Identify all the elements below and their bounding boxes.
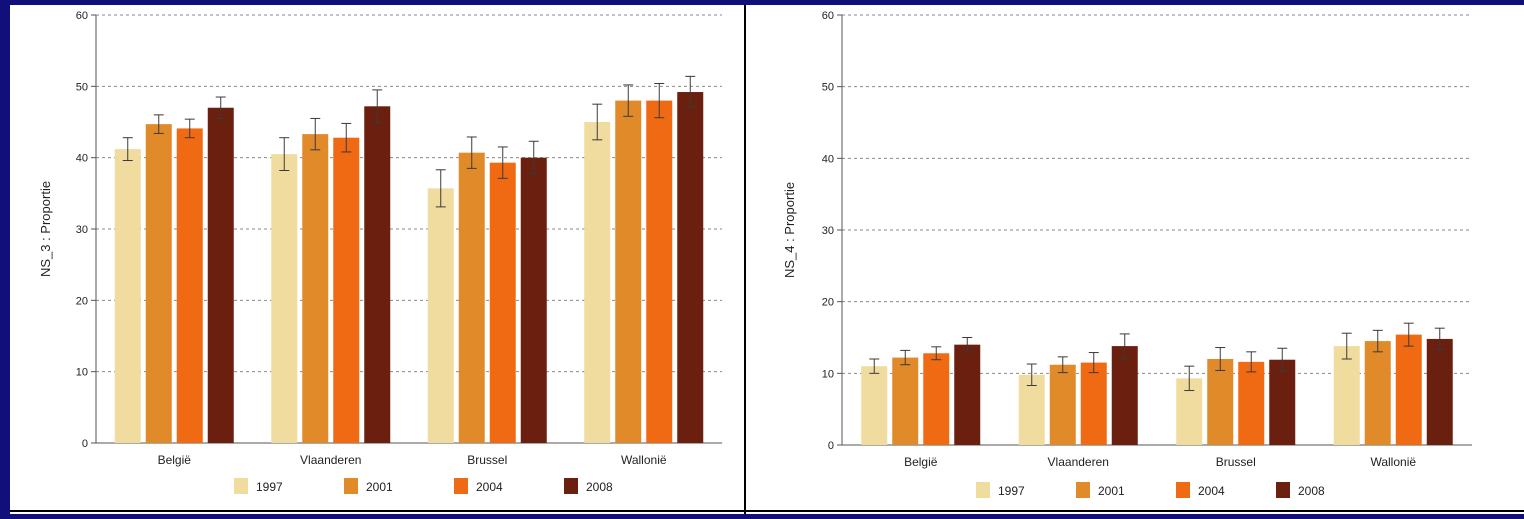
chart2-legend-label: 2008 (1298, 484, 1325, 498)
chart1-ylabel: NS_3 : Proportie (38, 181, 53, 277)
chart1-legend-label: 2008 (586, 480, 613, 494)
chart2-legend-swatch (1076, 482, 1090, 498)
chart2-bar (923, 353, 950, 445)
chart2-category-label: Brussel (1216, 455, 1256, 469)
chart1-legend-swatch (344, 478, 358, 494)
chart1-ytick-label: 40 (76, 153, 88, 165)
chart1-ytick-label: 60 (76, 10, 88, 22)
chart2-bar (1269, 359, 1296, 445)
chart2-ytick-label: 60 (822, 10, 834, 22)
chart2-category-label: België (904, 455, 938, 469)
chart1-legend-label: 2001 (366, 480, 393, 494)
chart2-legend-label: 2004 (1198, 484, 1225, 498)
chart1-bar (584, 122, 611, 443)
chart2-legend-label: 1997 (998, 484, 1025, 498)
chart1-bar (364, 106, 391, 443)
chart1-category-label: Brussel (467, 453, 507, 467)
chart2-bar (954, 344, 981, 445)
panel-divider (744, 5, 746, 514)
chart2-bar (1333, 346, 1360, 445)
chart1-legend-swatch (234, 478, 248, 494)
chart1-bar (302, 134, 329, 444)
chart2-ytick-label: 0 (828, 440, 834, 452)
chart1-legend-swatch (564, 478, 578, 494)
chart-ns4: 0 10 20 30 40 50 60 NS_4 : Proportie België Vlaan… (782, 10, 1472, 498)
chart2-ytick-label: 40 (822, 153, 834, 165)
chart1-legend-swatch (454, 478, 468, 494)
chart1-ytick-label: 20 (76, 295, 88, 307)
chart2-legend-swatch (1276, 482, 1290, 498)
chart2-bar (1238, 361, 1265, 445)
chart1-ytick-label: 0 (82, 438, 88, 450)
chart1-bar (114, 149, 141, 443)
chart2-ytick-label: 50 (822, 82, 834, 94)
chart1-bar (271, 154, 298, 443)
chart2-bar (861, 366, 888, 445)
chart2-bar (1364, 341, 1391, 445)
chart2-bar (1049, 364, 1076, 445)
chart2-bar (1111, 346, 1138, 445)
chart2-bar (1395, 334, 1422, 445)
chart1-ytick-label: 30 (76, 224, 88, 236)
chart1-bar (520, 157, 547, 443)
chart-panel: 0 10 20 30 40 50 60 NS_3 : Proportie België Vlaan… (10, 5, 1524, 514)
bottom-rule (10, 510, 1524, 512)
chart2-bar (1080, 362, 1107, 445)
chart2-ytick-label: 10 (822, 368, 834, 380)
chart2-ytick-label: 30 (822, 225, 834, 237)
chart1-bar (489, 162, 516, 443)
chart1-bar (207, 107, 234, 443)
chart1-bar (333, 137, 360, 443)
chart2-legend-swatch (976, 482, 990, 498)
chart1-bar (677, 92, 704, 443)
chart1-category-label: Vlaanderen (300, 453, 361, 467)
chart1-bar (427, 188, 454, 443)
chart2-legend-swatch (1176, 482, 1190, 498)
chart2-bar (1018, 374, 1045, 445)
chart1-bar (458, 152, 485, 443)
chart2-bar (1426, 338, 1453, 445)
chart1-bar (145, 124, 172, 443)
chart1-legend-label: 1997 (256, 480, 283, 494)
chart1-category-label: Wallonië (621, 453, 667, 467)
chart2-category-label: Vlaanderen (1048, 455, 1109, 469)
chart2-bar (892, 357, 919, 445)
chart1-ytick-label: 10 (76, 367, 88, 379)
chart2-bar (1207, 359, 1234, 445)
chart1-bar (646, 100, 673, 443)
chart1-legend-label: 2004 (476, 480, 503, 494)
chart1-bar (615, 100, 642, 443)
chart2-ylabel: NS_4 : Proportie (782, 182, 797, 278)
chart2-ytick-label: 20 (822, 297, 834, 309)
chart2-legend-label: 2001 (1098, 484, 1125, 498)
chart1-category-label: België (158, 453, 192, 467)
chart1-ytick-label: 50 (76, 81, 88, 93)
chart2-category-label: Wallonië (1370, 455, 1416, 469)
chart-ns3: 0 10 20 30 40 50 60 NS_3 : Proportie België Vlaan… (38, 10, 722, 494)
chart1-bar (176, 128, 203, 444)
